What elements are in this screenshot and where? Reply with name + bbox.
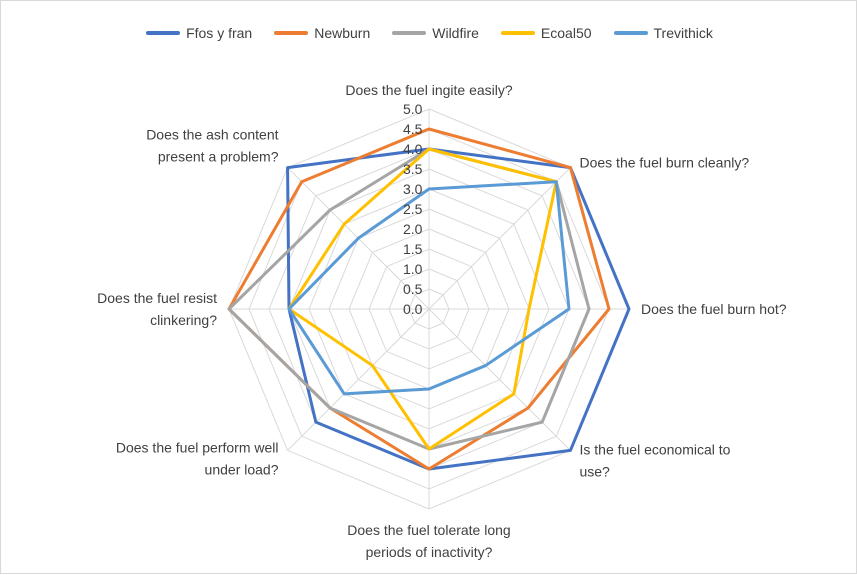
category-label-line: Does the fuel resist — [97, 290, 217, 306]
category-label-line: Does the fuel ingite easily? — [345, 82, 513, 98]
category-label-line: periods of inactivity? — [366, 544, 493, 560]
tick-label: 1.5 — [403, 241, 423, 257]
legend-item: Ffos y fran — [146, 25, 252, 41]
series-line-newburn — [227, 127, 611, 471]
tick-label: 5.0 — [403, 101, 423, 117]
legend-label: Ecoal50 — [540, 25, 592, 41]
grid-spoke — [428, 167, 571, 310]
grid-spoke — [287, 308, 430, 451]
radial-tick-labels: 0.0 0.5 1.0 1.5 2.0 2.5 3.0 3.5 4.0 4.5 5.0 — [403, 101, 423, 317]
category-label: Does the fuel tolerate long periods of in… — [347, 522, 510, 560]
radar-series-group — [227, 127, 631, 471]
tick-label: 0.0 — [403, 301, 423, 317]
chart-legend: Ffos y fran Newburn Wildfire Ecoal50 Trevith… — [1, 25, 857, 41]
category-label-line: Does the fuel burn cleanly? — [579, 155, 749, 171]
tick-label: 1.0 — [403, 261, 423, 277]
legend-label: Newburn — [314, 25, 371, 41]
category-label-line: under load? — [205, 461, 279, 477]
category-label: Does the fuel burn hot? — [641, 301, 787, 317]
category-label: Does the fuel burn cleanly? — [579, 155, 749, 171]
legend-item: Newburn — [274, 25, 370, 41]
category-label-line: Does the fuel tolerate long — [347, 522, 510, 538]
category-label: Does the fuel resist clinkering? — [97, 290, 217, 328]
legend-item: Wildfire — [392, 25, 479, 41]
category-labels: Does the fuel ingite easily? Does the fue… — [97, 82, 787, 560]
series-line-ecoal50 — [287, 147, 558, 451]
category-label: Does the fuel ingite easily? — [345, 82, 513, 98]
category-label-line: present a problem? — [158, 149, 279, 165]
series-line-trevithick — [287, 180, 571, 396]
tick-label: 2.5 — [403, 201, 423, 217]
legend-swatch — [146, 31, 181, 35]
legend-label: Wildfire — [432, 25, 479, 41]
tick-label: 4.5 — [403, 121, 423, 137]
category-label: Does the fuel perform well under load? — [116, 439, 279, 477]
tick-label: 3.5 — [403, 161, 423, 177]
legend-item: Ecoal50 — [500, 25, 592, 41]
category-label-line: Does the fuel burn hot? — [641, 301, 787, 317]
category-label-line: use? — [579, 463, 610, 479]
tick-label: 0.5 — [403, 281, 423, 297]
legend-item: Trevithick — [613, 25, 713, 41]
tick-label: 2.0 — [403, 221, 423, 237]
legend-swatch — [274, 31, 309, 35]
legend-label: Trevithick — [653, 25, 713, 41]
legend-swatch — [500, 31, 535, 35]
legend-swatch — [392, 31, 427, 35]
category-label-line: Is the fuel economical to — [579, 441, 730, 457]
category-label-line: Does the fuel perform well — [116, 439, 279, 455]
tick-label: 4.0 — [403, 141, 423, 157]
legend-label: Ffos y fran — [186, 25, 253, 41]
category-label-line: clinkering? — [150, 312, 217, 328]
legend-swatch — [613, 31, 648, 35]
category-label: Is the fuel economical to use? — [579, 441, 730, 479]
category-label: Does the ash content present a problem? — [146, 127, 279, 165]
grid-spoke — [428, 308, 571, 451]
category-label-line: Does the ash content — [146, 127, 278, 143]
tick-label: 3.0 — [403, 181, 423, 197]
